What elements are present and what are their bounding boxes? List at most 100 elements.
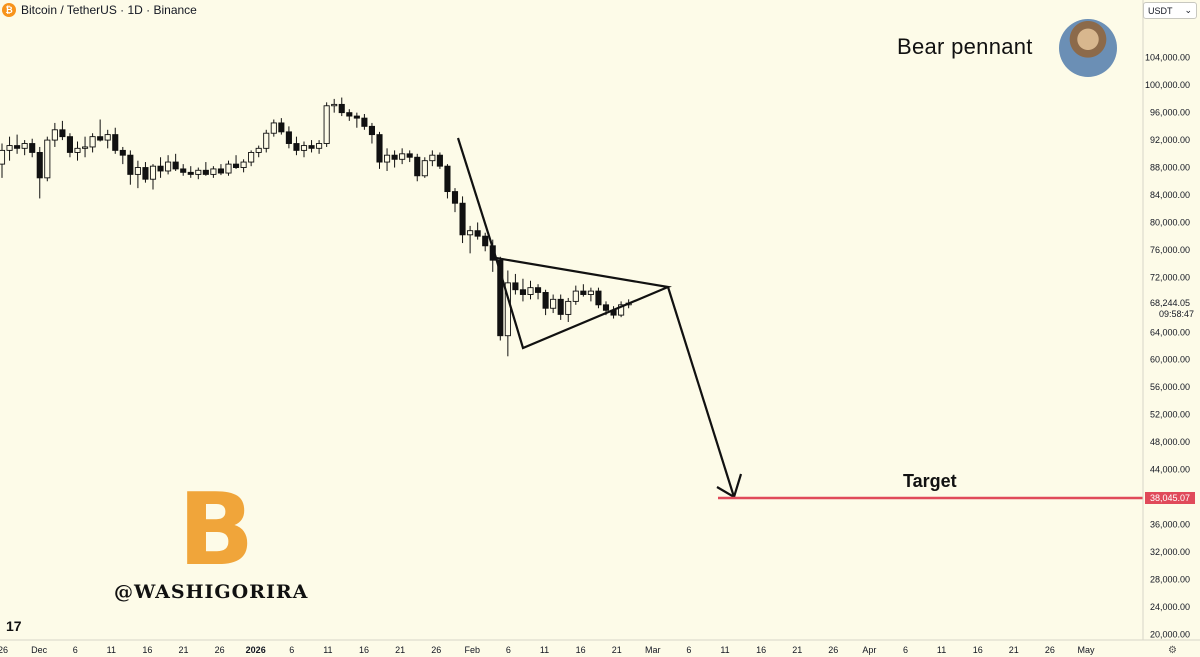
candle-down[interactable] bbox=[414, 156, 421, 177]
candle-up[interactable] bbox=[263, 132, 270, 149]
candle-up[interactable] bbox=[240, 161, 247, 168]
time-tick-label: 21 bbox=[612, 645, 622, 655]
candle-up[interactable] bbox=[134, 167, 141, 175]
candle-down[interactable] bbox=[217, 168, 225, 174]
candle-down[interactable] bbox=[535, 287, 542, 293]
candle-down[interactable] bbox=[444, 165, 451, 193]
candle-up[interactable] bbox=[467, 230, 474, 236]
time-tick-label: 16 bbox=[359, 645, 369, 655]
candle-up[interactable] bbox=[104, 134, 111, 141]
candle-up[interactable] bbox=[527, 287, 534, 295]
candle-up[interactable] bbox=[74, 147, 81, 153]
candle-down[interactable] bbox=[368, 125, 376, 136]
candle-up[interactable] bbox=[210, 168, 217, 175]
candle-up[interactable] bbox=[21, 143, 28, 149]
candle-up[interactable] bbox=[149, 165, 157, 180]
candle-up[interactable] bbox=[81, 146, 89, 149]
tradingview-logo-icon[interactable]: 17 bbox=[6, 618, 22, 634]
price-tick-label: 56,000.00 bbox=[1150, 382, 1190, 392]
candle-down[interactable] bbox=[36, 151, 43, 179]
candle-down[interactable] bbox=[59, 129, 66, 138]
candle-down[interactable] bbox=[180, 168, 187, 173]
candle-down[interactable] bbox=[482, 235, 489, 247]
candle-down[interactable] bbox=[602, 304, 610, 311]
price-tick-label: 84,000.00 bbox=[1150, 190, 1190, 200]
candle-down[interactable] bbox=[308, 145, 315, 149]
candle-up[interactable] bbox=[0, 149, 6, 165]
candle-down[interactable] bbox=[474, 230, 481, 237]
candle-down[interactable] bbox=[187, 171, 194, 175]
candle-down[interactable] bbox=[97, 136, 104, 141]
candle-down[interactable] bbox=[391, 154, 398, 160]
candle-down[interactable] bbox=[14, 145, 21, 149]
candle-down[interactable] bbox=[278, 122, 285, 133]
candle-up[interactable] bbox=[316, 143, 323, 149]
candle-up[interactable] bbox=[165, 161, 172, 172]
candle-down[interactable] bbox=[346, 112, 353, 117]
candle-up[interactable] bbox=[550, 298, 557, 309]
candle-up[interactable] bbox=[323, 105, 330, 144]
candle-up[interactable] bbox=[587, 290, 594, 295]
price-tick-label: 100,000.00 bbox=[1145, 80, 1190, 90]
time-tick-label: 26 bbox=[215, 645, 225, 655]
currency-label: USDT bbox=[1148, 5, 1173, 16]
candle-down[interactable] bbox=[66, 136, 73, 153]
candle-down[interactable] bbox=[580, 290, 587, 295]
target-label: Target bbox=[903, 471, 957, 491]
candle-up[interactable] bbox=[44, 139, 51, 179]
candle-down[interactable] bbox=[497, 259, 504, 337]
candle-up[interactable] bbox=[300, 145, 308, 151]
candle-down[interactable] bbox=[512, 282, 519, 291]
candle-down[interactable] bbox=[142, 167, 149, 180]
pennant-triangle bbox=[494, 256, 672, 350]
candle-up[interactable] bbox=[421, 160, 428, 177]
candle-down[interactable] bbox=[557, 298, 564, 315]
time-tick-label: 11 bbox=[323, 645, 332, 655]
chart-header[interactable]: ₿ Bitcoin / TetherUS · 1D · Binance bbox=[2, 1, 197, 19]
candle-up[interactable] bbox=[331, 103, 338, 107]
candle-up[interactable] bbox=[89, 136, 96, 148]
candle-down[interactable] bbox=[436, 154, 443, 167]
price-tick-label: 24,000.00 bbox=[1150, 602, 1190, 612]
price-tick-label: 36,000.00 bbox=[1150, 519, 1190, 529]
candle-down[interactable] bbox=[338, 103, 345, 114]
candle-down[interactable] bbox=[542, 292, 549, 309]
candle-up[interactable] bbox=[51, 129, 58, 141]
candle-up[interactable] bbox=[6, 145, 13, 151]
candle-up[interactable] bbox=[195, 169, 202, 175]
candle-up[interactable] bbox=[429, 154, 436, 162]
candle-down[interactable] bbox=[519, 289, 526, 295]
candle-up[interactable] bbox=[618, 304, 625, 316]
candle-down[interactable] bbox=[353, 115, 360, 119]
candle-up[interactable] bbox=[399, 153, 406, 160]
candle-up[interactable] bbox=[565, 300, 572, 315]
price-tick-label: 20,000.00 bbox=[1150, 629, 1190, 639]
candle-up[interactable] bbox=[225, 163, 232, 174]
candle-down[interactable] bbox=[406, 153, 413, 158]
candle-down[interactable] bbox=[459, 202, 466, 236]
candle-down[interactable] bbox=[119, 149, 126, 156]
gear-icon[interactable]: ⚙ bbox=[1168, 645, 1177, 656]
candle-down[interactable] bbox=[595, 290, 602, 306]
candle-down[interactable] bbox=[285, 131, 292, 144]
time-tick-label: 16 bbox=[973, 645, 983, 655]
candle-down[interactable] bbox=[376, 134, 383, 163]
candle-down[interactable] bbox=[157, 165, 164, 172]
candle-down[interactable] bbox=[232, 163, 240, 168]
candle-down[interactable] bbox=[29, 143, 36, 153]
candle-up[interactable] bbox=[572, 290, 579, 302]
candle-up[interactable] bbox=[270, 122, 277, 134]
candle-down[interactable] bbox=[451, 191, 459, 204]
candle-down[interactable] bbox=[127, 154, 134, 175]
candle-up[interactable] bbox=[384, 154, 391, 163]
candle-up[interactable] bbox=[248, 151, 255, 163]
candle-down[interactable] bbox=[361, 117, 368, 127]
currency-select[interactable]: USDT ⌄ bbox=[1143, 2, 1197, 19]
candle-down[interactable] bbox=[202, 169, 209, 175]
candle-down[interactable] bbox=[172, 161, 179, 170]
candle-down[interactable] bbox=[112, 134, 119, 151]
candle-up[interactable] bbox=[255, 147, 262, 153]
candle-down[interactable] bbox=[293, 143, 300, 151]
time-tick-label: 21 bbox=[395, 645, 405, 655]
